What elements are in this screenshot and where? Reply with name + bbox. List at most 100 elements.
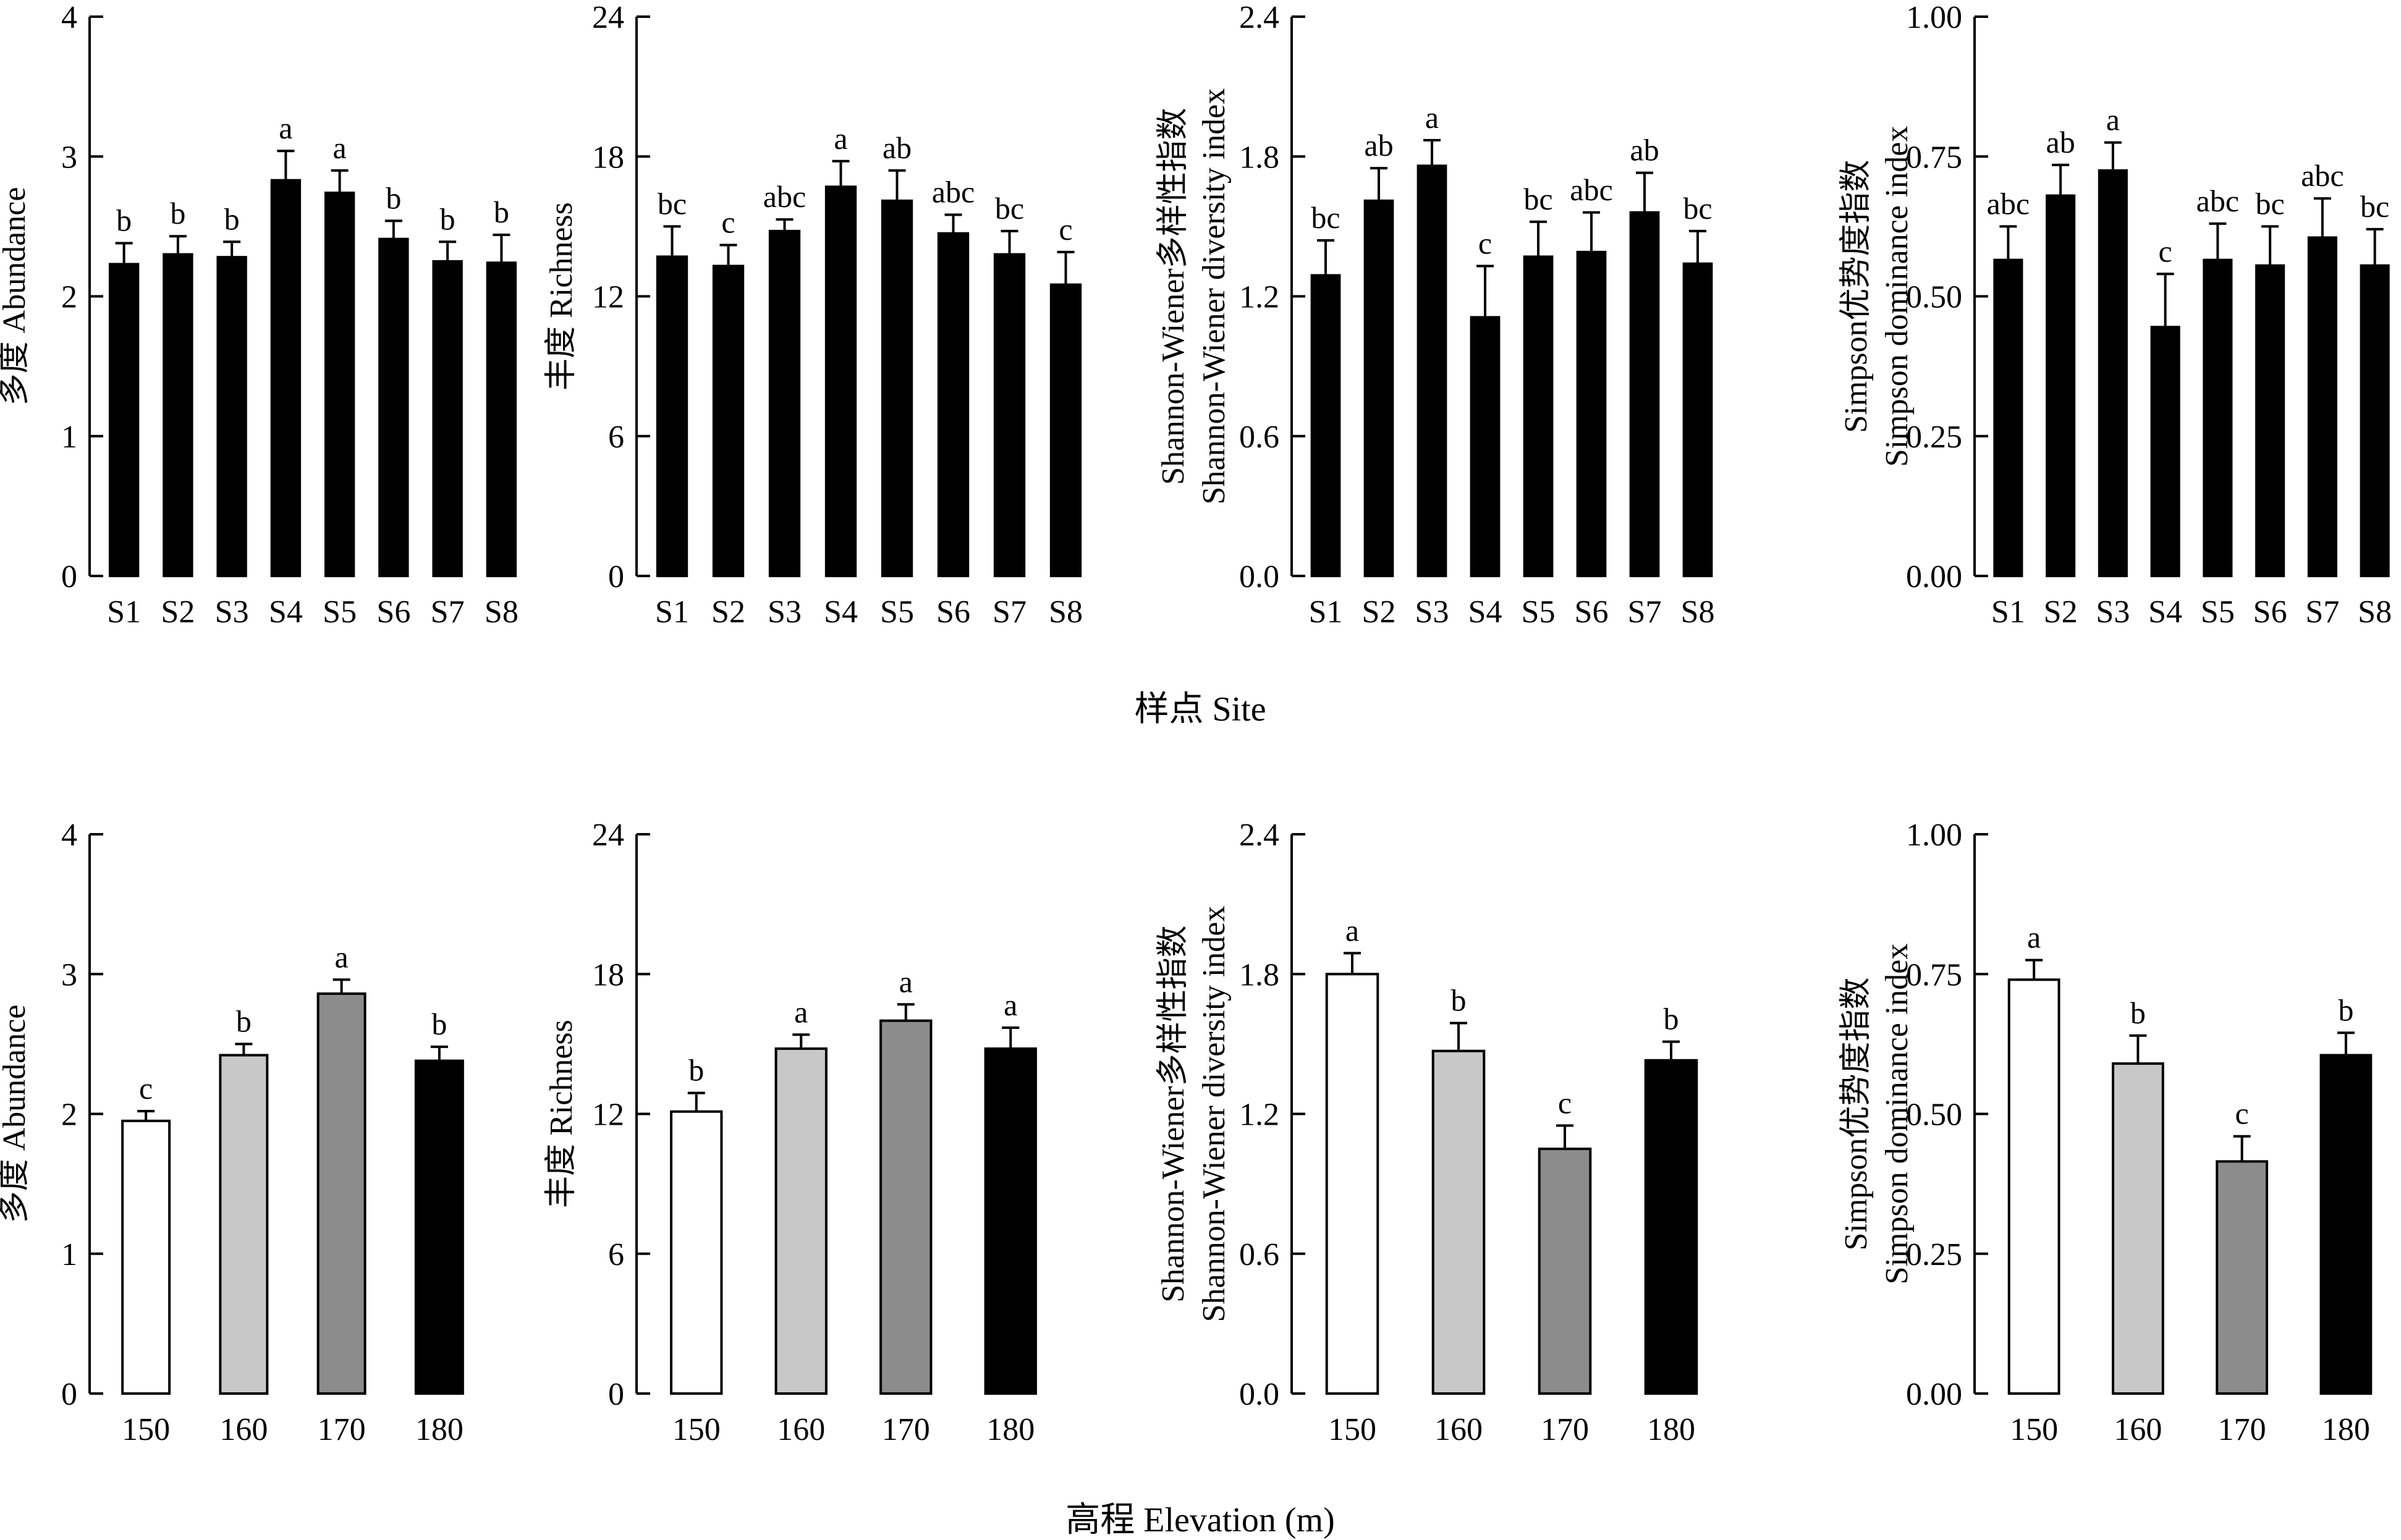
x-tick-label: 150 [122, 1412, 170, 1447]
y-tick-label: 0.50 [1906, 280, 1962, 315]
y-axis-label: 多度 Abundance [0, 1005, 32, 1224]
significance-label: abc [1987, 186, 2030, 221]
bar [2150, 326, 2180, 578]
bar [1538, 1148, 1592, 1395]
significance-label: bc [658, 186, 687, 221]
significance-label: bc [2256, 186, 2285, 221]
bar [316, 992, 366, 1395]
significance-label: b [170, 196, 185, 231]
significance-label: a [2106, 103, 2120, 137]
y-axis-label: Simpson优势度指数 [1839, 159, 1874, 433]
significance-label: a [1425, 100, 1439, 135]
significance-label: bc [2360, 189, 2389, 224]
y-tick-label: 4 [61, 818, 77, 853]
significance-label: b [116, 203, 132, 238]
bar [768, 229, 801, 577]
bar [270, 179, 302, 577]
bar [1470, 316, 1501, 577]
y-axis-label: Simpson优势度指数 [1839, 977, 1874, 1250]
significance-label: a [794, 994, 808, 1029]
significance-label: c [139, 1071, 153, 1106]
y-tick-label: 0 [608, 559, 624, 594]
y-tick-label: 12 [592, 280, 624, 315]
significance-label: b [1664, 1002, 1679, 1036]
x-tick-label: 170 [1541, 1412, 1589, 1447]
bar [432, 260, 463, 577]
y-tick-label: 1.2 [1239, 1098, 1279, 1133]
bar [2319, 1054, 2373, 1395]
bar [1310, 274, 1341, 577]
bar [324, 192, 355, 577]
y-tick-label: 0.50 [1906, 1098, 1962, 1133]
x-tick-label: S4 [2148, 594, 2182, 630]
x-tick-label: S7 [431, 594, 465, 630]
significance-label: abc [2301, 158, 2344, 193]
significance-label: a [335, 939, 349, 974]
bar [108, 263, 140, 577]
y-tick-label: 2 [61, 280, 77, 315]
significance-label: bc [1683, 191, 1712, 226]
x-tick-label: S1 [107, 594, 141, 630]
significance-label: ab [1630, 133, 1659, 167]
significance-label: ab [2046, 125, 2075, 159]
significance-label: c [2159, 234, 2172, 268]
bar [216, 256, 247, 577]
y-tick-label: 0.00 [1906, 1377, 1962, 1412]
y-tick-label: 1.8 [1239, 957, 1279, 992]
y-tick-label: 3 [61, 957, 77, 992]
significance-label: c [1478, 226, 1492, 260]
bar [1416, 164, 1447, 578]
bar [2360, 264, 2390, 577]
y-tick-label: 12 [592, 1098, 624, 1133]
y-tick-label: 24 [592, 0, 624, 35]
y-tick-label: 0 [61, 559, 77, 594]
y-axis-label: 多度 Abundance [0, 187, 32, 406]
y-tick-label: 2.4 [1239, 0, 1279, 35]
chart-panel-2: 0 6 12 18 24 丰度 Richness bc S1 c S2 abc S3 a S4 ab S5 ab… [544, 0, 1083, 630]
bar [656, 255, 688, 578]
significance-label: b [2338, 992, 2353, 1027]
x-tick-label: S7 [993, 594, 1027, 630]
bar [2098, 169, 2128, 577]
x-tick-label: S2 [2044, 594, 2078, 630]
significance-label: c [1059, 212, 1072, 247]
x-tick-label: 180 [415, 1412, 464, 1447]
top-row-xlabel: 样点 Site [1134, 690, 1266, 729]
x-tick-label: S6 [376, 594, 410, 630]
significance-label: ab [883, 130, 912, 165]
bar [881, 199, 913, 578]
significance-label: ab [1364, 128, 1393, 163]
y-tick-label: 2 [61, 1098, 77, 1133]
x-tick-label: 170 [882, 1412, 930, 1447]
bar [1431, 1049, 1486, 1395]
y-tick-label: 0 [61, 1377, 77, 1412]
bar [824, 185, 857, 578]
bar [1523, 255, 1554, 578]
bar [1363, 199, 1394, 578]
y-axis-label: 丰度 Richness [544, 1020, 579, 1208]
chart-panel-4: 0.00 0.25 0.50 0.75 1.00 Simpson优势度指数 Simpson … [1839, 0, 2392, 630]
bar [2216, 1160, 2269, 1395]
significance-label: abc [932, 175, 975, 209]
x-tick-label: 180 [2322, 1412, 2370, 1447]
y-tick-label: 6 [608, 420, 624, 455]
x-tick-label: S3 [1415, 594, 1449, 630]
chart-panel-8: 0.00 0.25 0.50 0.75 1.00 Simpson优势度指数 Simpson … [1839, 818, 2373, 1447]
x-tick-label: 160 [219, 1412, 268, 1447]
bar [1049, 283, 1082, 577]
significance-label: abc [1570, 172, 1612, 207]
x-tick-label: S4 [269, 594, 303, 630]
significance-label: c [1558, 1085, 1572, 1120]
x-tick-label: 160 [777, 1412, 825, 1447]
x-tick-label: S5 [2201, 594, 2235, 630]
y-tick-label: 18 [592, 140, 624, 175]
bar [774, 1047, 828, 1395]
y-tick-label: 0.0 [1239, 559, 1279, 594]
significance-label: b [2130, 996, 2146, 1030]
x-tick-label: S1 [1991, 594, 2025, 630]
y-tick-label: 0.00 [1906, 559, 1962, 594]
significance-label: bc [1523, 182, 1552, 216]
bar [670, 1110, 723, 1395]
significance-label: a [1004, 988, 1017, 1022]
